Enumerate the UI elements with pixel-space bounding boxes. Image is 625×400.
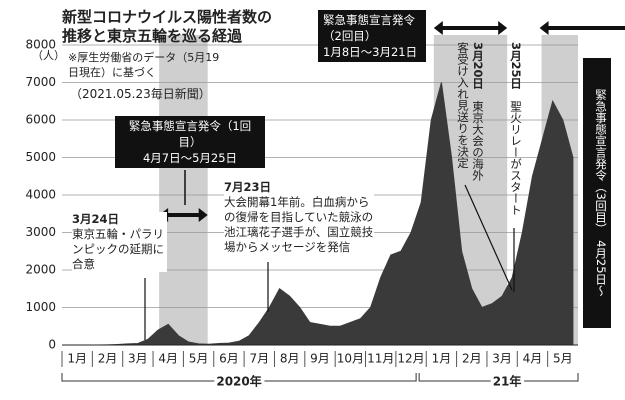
x-tick-label: 2月 (462, 352, 482, 366)
y-tick-label: 7000 (25, 75, 56, 89)
event: 3月20日 東京大会の海外客受け入れ見送りを決定 (455, 42, 485, 182)
x-tick-label: 12月 (397, 352, 424, 366)
year-label: 2020年 (216, 374, 261, 389)
emergency-title: 緊急事態宣言発令（1回目） (128, 119, 252, 149)
y-unit: （人） (32, 49, 65, 62)
x-tick-label: 4月 (523, 352, 543, 366)
emergency-box: 緊急事態宣言発令（1回目） 4月7日～5月25日 (115, 116, 265, 168)
x-tick-label: 9月 (310, 352, 330, 366)
note: ※厚生労働省のデータ（5月19日現在）に基づく (68, 51, 220, 79)
event-text: 聖火リレーがスタート (509, 100, 523, 216)
event-date: 7月23日 (224, 180, 272, 194)
event-pointer (464, 184, 513, 291)
y-tick-label: 8000 (25, 38, 56, 52)
event-date: 3月24日 (72, 212, 120, 226)
x-tick-label: 5月 (553, 352, 573, 366)
y-tick-label: 0 (48, 338, 56, 352)
x-tick-label: 3月 (128, 352, 148, 366)
x-tick-label: 10月 (337, 352, 364, 366)
x-tick-label: 1月 (67, 352, 87, 366)
x-tick-label: 3月 (492, 352, 512, 366)
event-text: 大会開幕1年前。白血病からの復帰を目指していた競泳の池江璃花子選手が、国立競技場… (224, 195, 374, 254)
cases-area (67, 82, 574, 346)
y-tick-label: 6000 (25, 113, 56, 127)
y-tick-label: 5000 (25, 150, 56, 164)
event-date: 3月20日 (471, 42, 485, 90)
emergency-title: 緊急事態宣言発令（2回目） (323, 13, 415, 43)
x-tick-label: 11月 (367, 352, 394, 366)
event: 7月23日 大会開幕1年前。白血病からの復帰を目指していた競泳の池江璃花子選手が、… (224, 180, 374, 255)
event-text: 東京五輪・パラリンピックの延期に合意 (72, 227, 164, 271)
chart-title: 新型コロナウイルス陽性者数の 推移と東京五輪を巡る経過 (62, 8, 272, 46)
source: （2021.05.23毎日新聞） (70, 87, 211, 101)
arrow-head (433, 21, 508, 35)
y-tick-label: 1000 (25, 300, 56, 314)
x-tick-label: 2月 (98, 352, 118, 366)
emergency-title: 緊急事態宣言発令（3回目） (594, 89, 608, 229)
emergency-period: 1月8日～3月21日 (323, 45, 418, 59)
x-tick-label: 4月 (158, 352, 178, 366)
x-tick-label: 1月 (432, 352, 452, 366)
title-line: 新型コロナウイルス陽性者数の (62, 8, 273, 26)
event: 3月24日 東京五輪・パラリンピックの延期に合意 (72, 212, 167, 272)
emergency-period: 4月25日～ (594, 240, 608, 297)
emergency-period-band (159, 35, 208, 345)
year-bracket (61, 373, 417, 382)
title-line: 推移と東京五輪を巡る経過 (62, 27, 243, 45)
year-label: 21年 (493, 374, 522, 389)
x-tick-label: 6月 (219, 352, 239, 366)
year-bracket (418, 373, 579, 382)
x-tick-label: 7月 (249, 352, 269, 366)
event-date: 3月25日 (509, 42, 523, 90)
emergency-box: 緊急事態宣言発令（2回目） 1月8日～3月21日 (318, 10, 426, 62)
x-tick-label: 8月 (280, 352, 300, 366)
event: 3月25日 聖火リレーがスタート (508, 42, 523, 222)
event-text: 東京大会の海外客受け入れ見送りを決定 (456, 42, 485, 182)
y-tick-label: 3000 (25, 225, 56, 239)
x-tick-label: 5月 (189, 352, 209, 366)
emergency-box: 緊急事態宣言発令（3回目） 4月25日～ (583, 58, 611, 328)
arrow-head (539, 21, 549, 35)
emergency-period: 4月7日～5月25日 (142, 151, 238, 165)
y-tick-label: 4000 (25, 188, 56, 202)
y-tick-label: 2000 (25, 263, 56, 277)
